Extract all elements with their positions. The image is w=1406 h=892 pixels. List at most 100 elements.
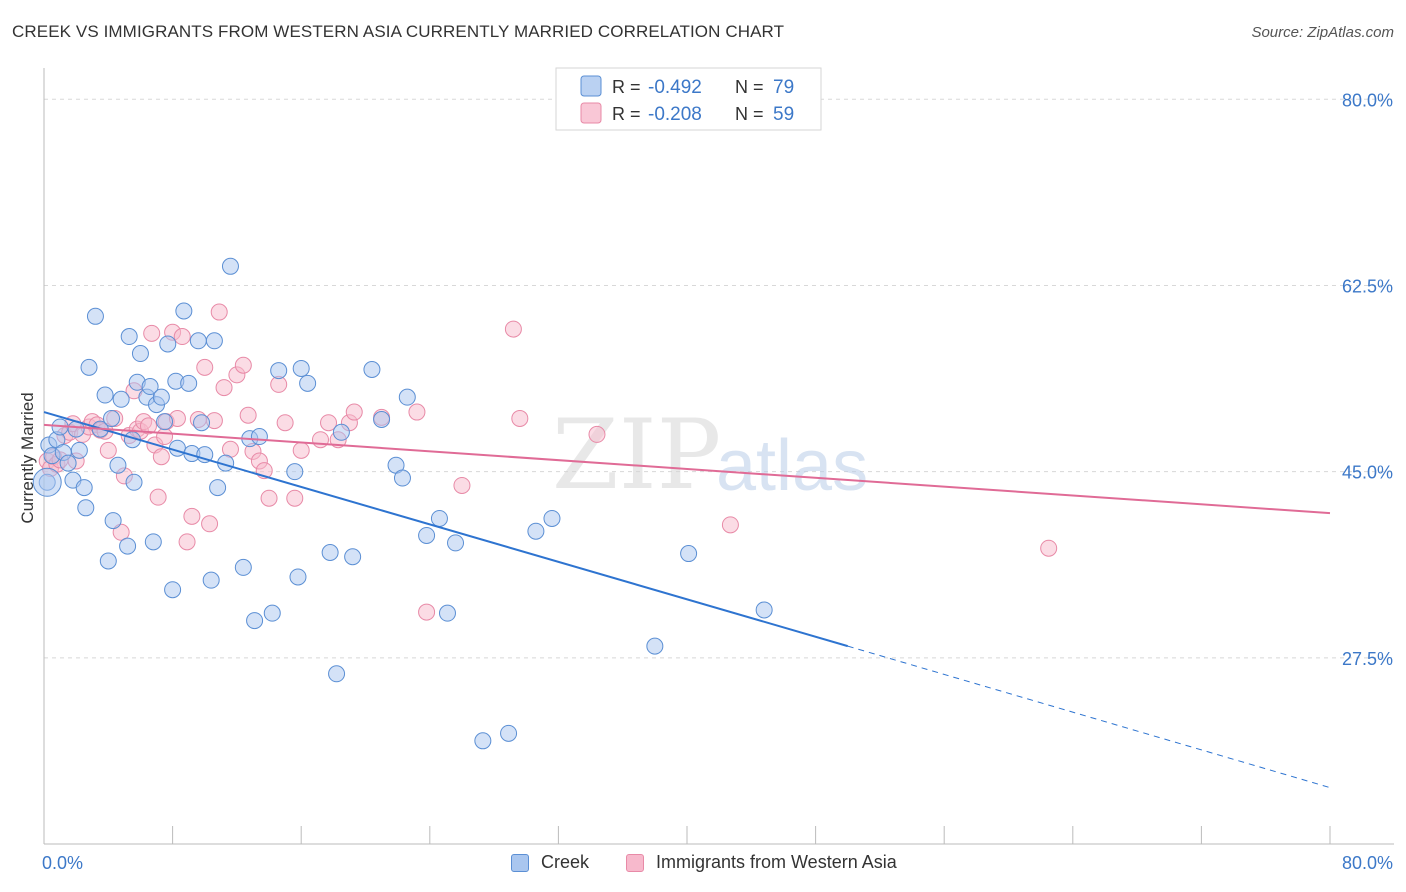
- legend-swatch-creek-bottom: [511, 853, 529, 872]
- legend-n-value-2: 59: [773, 104, 794, 125]
- legend-label-immigrants: Immigrants from Western Asia: [656, 852, 897, 872]
- legend-n-label-2: N =: [735, 104, 764, 124]
- watermark-atlas: atlas: [716, 426, 868, 506]
- creek-point: [373, 411, 391, 429]
- creek-point: [164, 581, 182, 599]
- trend-lines: [43, 411, 1331, 789]
- creek-point: [112, 390, 130, 408]
- creek-point: [680, 545, 698, 563]
- creek-point: [175, 302, 193, 320]
- creek-point: [109, 456, 127, 474]
- series-immigrants-points: [38, 303, 1058, 621]
- y-tick-label: 27.5%: [1342, 649, 1393, 669]
- immigrants-point: [418, 603, 436, 621]
- immigrants-point: [201, 515, 219, 533]
- legend-box: R = -0.492 N = 79 R = -0.208 N = 59: [555, 67, 822, 131]
- legend-r-label-1: R =: [612, 77, 641, 97]
- creek-point: [270, 362, 288, 380]
- creek-point: [246, 612, 264, 630]
- legend-swatch-immigrants-bottom: [626, 853, 644, 872]
- immigrants-point: [260, 489, 278, 507]
- creek-point: [474, 732, 492, 750]
- legend-n-value-1: 79: [773, 77, 794, 98]
- immigrants-point: [276, 414, 294, 432]
- immigrants-point: [178, 533, 196, 551]
- immigrants-point: [99, 441, 117, 459]
- immigrants-point: [286, 489, 304, 507]
- creek-point: [363, 361, 381, 379]
- creek-point: [646, 637, 664, 655]
- legend-swatch-creek: [580, 75, 602, 97]
- creek-point: [234, 558, 252, 576]
- creek-point: [209, 479, 227, 497]
- creek-point: [299, 374, 317, 392]
- x-tick-label: 0.0%: [42, 853, 83, 873]
- creek-point: [205, 332, 223, 350]
- creek-point: [125, 473, 143, 491]
- creek-point: [321, 543, 339, 561]
- immigrants-point: [453, 476, 471, 494]
- immigrants-point: [239, 406, 257, 424]
- y-tick-labels: 27.5% 45.0% 62.5% 80.0%: [1342, 90, 1393, 669]
- creek-point: [344, 548, 362, 566]
- legend-swatch-immigrants: [580, 102, 602, 124]
- source-label: Source: ZipAtlas.com: [1251, 24, 1394, 41]
- creek-point: [156, 413, 174, 431]
- series-creek-points: [32, 257, 773, 750]
- creek-point: [144, 533, 162, 551]
- y-tick-label: 62.5%: [1342, 276, 1393, 296]
- creek-point: [250, 428, 268, 446]
- creek-point: [180, 374, 198, 392]
- creek-point: [527, 522, 545, 540]
- creek-point: [96, 386, 114, 404]
- immigrants-point: [112, 523, 130, 541]
- creek-point: [70, 441, 88, 459]
- creek-point: [75, 479, 93, 497]
- creek-point: [263, 604, 281, 622]
- creek-point: [159, 335, 177, 353]
- creek-point: [86, 307, 104, 325]
- legend-r-label-2: R =: [612, 104, 641, 124]
- creek-point: [119, 537, 137, 555]
- immigrants-point: [292, 441, 310, 459]
- creek-point: [103, 409, 121, 427]
- immigrants-trend-line: [43, 423, 1331, 515]
- immigrants-point: [156, 428, 174, 446]
- immigrants-point: [311, 431, 329, 449]
- creek-point: [543, 509, 561, 527]
- creek-point: [447, 534, 465, 552]
- creek-trend-extension: [847, 645, 1331, 789]
- creek-point: [398, 388, 416, 406]
- immigrants-point: [149, 488, 167, 506]
- creek-point: [500, 724, 518, 742]
- creek-point: [438, 604, 456, 622]
- immigrants-point: [215, 379, 233, 397]
- creek-point: [393, 469, 411, 487]
- bottom-legend: Creek Immigrants from Western Asia: [0, 852, 1406, 878]
- legend-r-value-1: -0.492: [648, 77, 702, 98]
- immigrants-point: [183, 507, 201, 525]
- legend-item-creek: Creek: [511, 852, 589, 873]
- creek-point: [286, 463, 304, 481]
- immigrants-point: [173, 328, 191, 346]
- creek-point: [104, 512, 122, 530]
- immigrants-point: [139, 417, 157, 435]
- immigrants-point: [588, 425, 606, 443]
- creek-point: [292, 359, 310, 377]
- creek-point: [193, 414, 211, 432]
- creek-point: [332, 423, 350, 441]
- creek-point: [289, 568, 307, 586]
- creek-point: [202, 571, 220, 589]
- creek-point: [430, 509, 448, 527]
- immigrants-point: [210, 303, 228, 321]
- immigrants-point: [152, 448, 170, 466]
- creek-point: [189, 332, 207, 350]
- chart-title: CREEK VS IMMIGRANTS FROM WESTERN ASIA CU…: [12, 22, 785, 41]
- legend-item-immigrants: Immigrants from Western Asia: [626, 852, 897, 873]
- immigrants-point: [196, 358, 214, 376]
- creek-point: [755, 601, 773, 619]
- x-tick-labels: 0.0% 80.0%: [42, 853, 1393, 873]
- immigrants-point: [721, 516, 739, 534]
- immigrants-point: [408, 403, 426, 421]
